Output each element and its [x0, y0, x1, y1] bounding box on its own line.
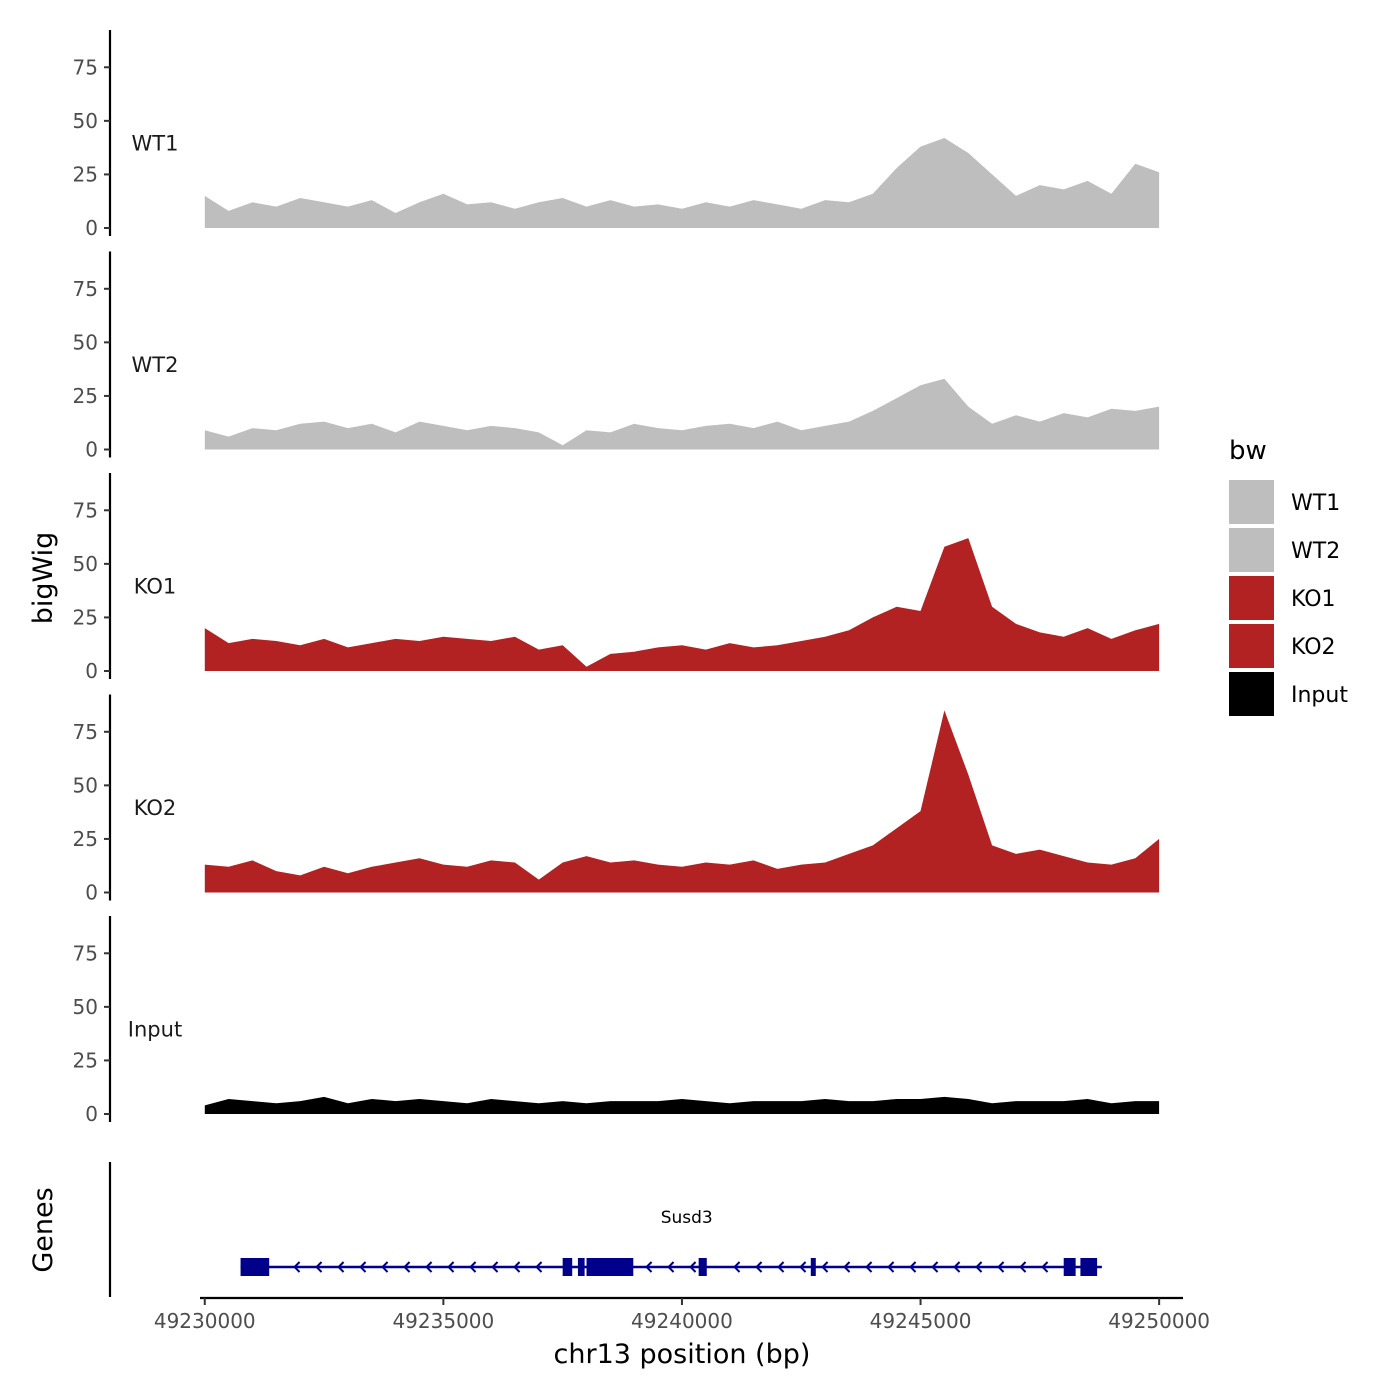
x-tick-label: 49230000: [154, 1309, 256, 1333]
strand-arrow: [997, 1261, 1005, 1273]
legend-swatch-input: [1229, 672, 1274, 716]
legend-swatch-ko2: [1229, 624, 1274, 668]
gene-exon: [562, 1258, 573, 1276]
strand-arrow: [689, 1261, 697, 1273]
strand-arrow: [645, 1261, 653, 1273]
gene-exon: [810, 1258, 816, 1276]
signal-area-wt2: [204, 378, 1160, 450]
strand-arrow: [865, 1261, 873, 1273]
gene-exon: [586, 1258, 634, 1276]
strand-arrow: [887, 1261, 895, 1273]
strand-arrow: [469, 1261, 477, 1273]
strand-arrow: [931, 1261, 939, 1273]
y-tick-label: 50: [73, 330, 98, 354]
y-tick-label: 0: [85, 881, 98, 905]
strand-arrow: [381, 1261, 389, 1273]
y-tick-label: 0: [85, 1102, 98, 1126]
legend-title: bw: [1229, 436, 1267, 466]
strand-arrow: [975, 1261, 983, 1273]
gene-track: Susd3: [108, 1162, 1102, 1297]
x-tick-label: 49235000: [392, 1309, 494, 1333]
legend-label-wt1: WT1: [1291, 491, 1340, 516]
strand-arrow: [1019, 1261, 1027, 1273]
y-tick-label: 25: [73, 827, 98, 851]
strand-arrow: [777, 1261, 785, 1273]
strand-arrow: [403, 1261, 411, 1273]
x-tick-label: 49250000: [1108, 1309, 1210, 1333]
y-tick-label: 75: [73, 55, 98, 79]
track-label: WT2: [132, 353, 179, 377]
strand-arrow: [293, 1261, 301, 1273]
strand-arrow: [667, 1261, 675, 1273]
y-tick-label: 50: [73, 109, 98, 133]
x-tick-label: 49240000: [631, 1309, 733, 1333]
strand-arrow: [755, 1261, 763, 1273]
strand-arrow: [359, 1261, 367, 1273]
y-tick-label: 25: [73, 384, 98, 408]
legend-swatch-wt1: [1229, 480, 1274, 524]
legend-label-ko1: KO1: [1291, 587, 1336, 612]
strand-arrow: [535, 1261, 543, 1273]
y-axis-title: bigWig: [28, 532, 59, 625]
y-tick-label: 0: [85, 438, 98, 462]
gene-exon: [1063, 1258, 1076, 1276]
y-tick-label: 50: [73, 995, 98, 1019]
signal-tracks: 0 25 50 75 WT1 0 25 50 75 WT2 0 25 50 75 KO1 0 25 50 75 KO2…: [73, 30, 1160, 1126]
y-tick-label: 50: [73, 773, 98, 797]
signal-area-input: [204, 1096, 1160, 1114]
x-tick-label: 49245000: [870, 1309, 972, 1333]
strand-arrow: [425, 1261, 433, 1273]
strand-arrow: [799, 1261, 807, 1273]
track-label: WT1: [132, 131, 179, 155]
legend-label-ko2: KO2: [1291, 635, 1336, 660]
gene-label: Susd3: [661, 1208, 713, 1228]
strand-arrow: [953, 1261, 961, 1273]
strand-arrow: [447, 1261, 455, 1273]
gene-track-title: Genes: [28, 1187, 59, 1272]
legend-swatch-wt2: [1229, 528, 1274, 572]
strand-arrow: [733, 1261, 741, 1273]
strand-arrow: [821, 1261, 829, 1273]
y-tick-label: 50: [73, 552, 98, 576]
y-tick-label: 0: [85, 659, 98, 683]
legend-swatch-ko1: [1229, 576, 1274, 620]
legend-label-input: Input: [1291, 683, 1348, 708]
strand-arrow: [491, 1261, 499, 1273]
x-axis: 49230000 49235000 49240000 49245000 49250000: [154, 1296, 1210, 1333]
track-ko2: 0 25 50 75 KO2: [73, 694, 1160, 905]
y-tick-label: 75: [73, 720, 98, 744]
strand-arrow: [315, 1261, 323, 1273]
gene-exon: [577, 1258, 585, 1276]
x-axis-title: chr13 position (bp): [554, 1339, 811, 1370]
track-label: KO2: [134, 796, 177, 820]
signal-area-wt1: [204, 138, 1160, 228]
y-tick-label: 0: [85, 216, 98, 240]
strand-arrow: [909, 1261, 917, 1273]
strand-arrow: [1041, 1261, 1049, 1273]
strand-arrow: [843, 1261, 851, 1273]
signal-area-ko2: [204, 710, 1160, 893]
y-tick-label: 75: [73, 498, 98, 522]
track-label: KO1: [134, 574, 177, 598]
track-wt2: 0 25 50 75 WT2: [73, 251, 1160, 462]
y-tick-label: 25: [73, 162, 98, 186]
strand-arrow: [337, 1261, 345, 1273]
legend-label-wt2: WT2: [1291, 539, 1340, 564]
gene-exon: [1080, 1258, 1098, 1276]
y-tick-label: 75: [73, 277, 98, 301]
track-ko1: 0 25 50 75 KO1: [73, 473, 1160, 683]
track-wt1: 0 25 50 75 WT1: [73, 30, 1160, 240]
strand-arrow: [513, 1261, 521, 1273]
track-input: 0 25 50 75 Input: [73, 916, 1160, 1126]
y-tick-label: 25: [73, 605, 98, 629]
y-tick-label: 75: [73, 941, 98, 965]
legend: bw WT1 WT2 KO1 KO2 Input: [1229, 436, 1348, 716]
y-tick-label: 25: [73, 1048, 98, 1072]
track-label: Input: [128, 1017, 182, 1041]
signal-area-ko1: [204, 538, 1160, 671]
gene-exon: [240, 1258, 270, 1276]
gene-exon: [698, 1258, 707, 1276]
